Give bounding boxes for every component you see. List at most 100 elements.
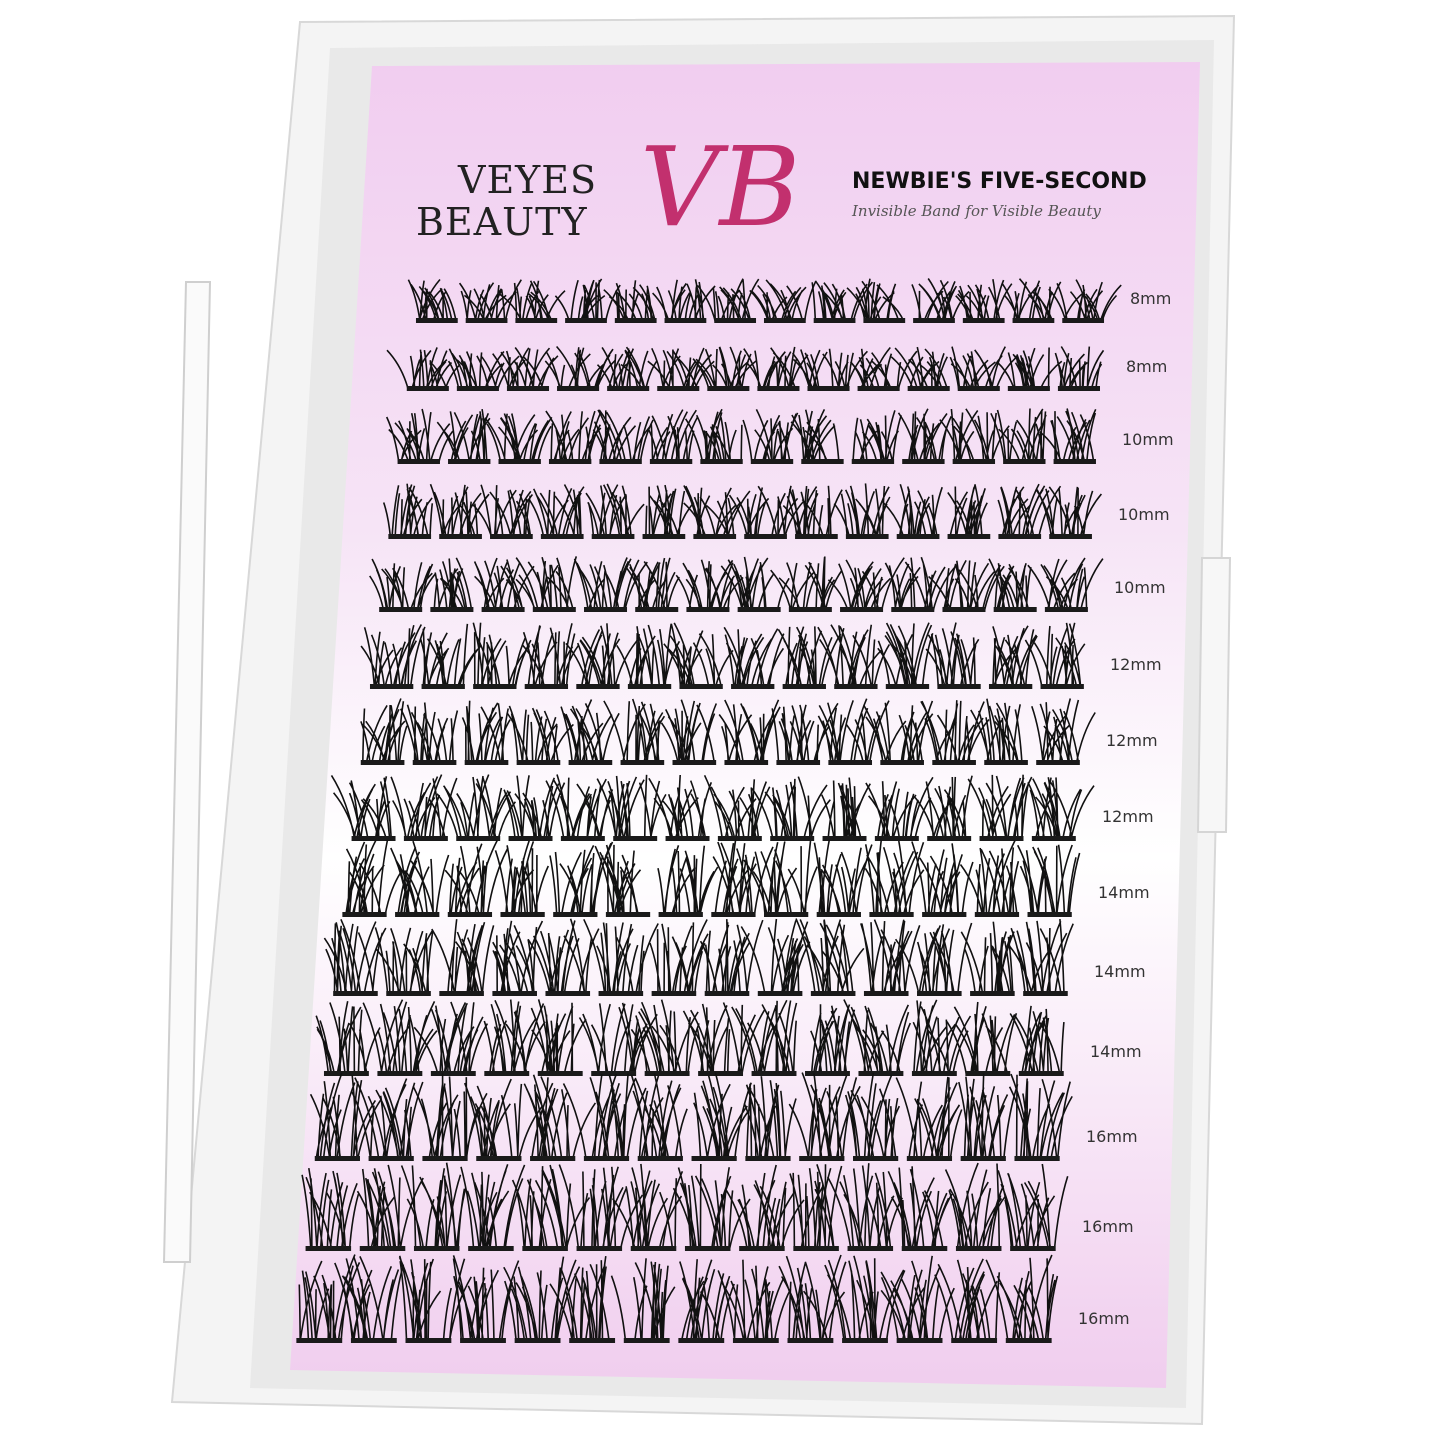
lash-band <box>698 1071 744 1076</box>
lash-strands <box>684 408 743 464</box>
lash-cluster <box>911 999 972 1076</box>
lash-band <box>757 991 803 996</box>
lash-cluster <box>947 484 991 539</box>
length-labels: 8mm 8mm 10mm 10mm 10mm 12mm 12mm 12mm 14mm 14mm 14… <box>1078 289 1174 1328</box>
lash-cluster <box>833 483 891 539</box>
lash-band <box>793 1246 839 1251</box>
lash-band <box>902 459 945 464</box>
lash-cluster <box>880 1255 955 1343</box>
lash-band <box>350 1338 397 1343</box>
lash-strands <box>400 1162 467 1251</box>
lash-band <box>351 836 396 841</box>
lash-strands <box>944 1162 1007 1251</box>
lash-cluster <box>749 279 817 323</box>
lash-cluster <box>503 775 566 841</box>
lash-band <box>397 459 440 464</box>
lash-cluster <box>360 698 408 765</box>
lash-strands <box>992 625 1038 689</box>
lash-strands <box>970 698 1023 765</box>
lash-strands <box>611 1163 684 1251</box>
lash-band <box>731 684 775 689</box>
lash-band <box>1044 607 1088 612</box>
lash-strands <box>988 558 1032 612</box>
lash-cluster <box>473 557 535 612</box>
lash-strands <box>820 777 871 841</box>
lash-strands <box>843 999 912 1076</box>
lash-strands <box>911 841 974 917</box>
lash-band <box>822 836 867 841</box>
lash-strands <box>374 927 434 996</box>
lash-cluster <box>743 1076 797 1161</box>
lash-cluster <box>558 1164 644 1251</box>
lash-cluster <box>1048 279 1122 323</box>
lash-strands <box>356 1164 424 1251</box>
lash-row <box>386 345 1105 391</box>
lash-row <box>342 839 1081 917</box>
lash-cluster <box>743 346 809 391</box>
lash-cluster <box>970 698 1028 765</box>
lash-band <box>813 318 856 323</box>
lash-strands <box>323 918 387 996</box>
lash-cluster <box>925 622 981 689</box>
lash-strands <box>545 774 614 841</box>
lash-strands <box>645 484 695 539</box>
lash-band <box>623 1338 670 1343</box>
lash-strands <box>558 1164 644 1251</box>
lash-strands <box>610 1258 676 1343</box>
lash-strands <box>472 622 532 689</box>
lash-band <box>1053 459 1096 464</box>
lash-cluster <box>827 1163 904 1251</box>
lash-strands <box>728 485 805 539</box>
lash-row <box>296 1254 1059 1343</box>
lash-band <box>691 1156 737 1161</box>
lash-band <box>717 836 762 841</box>
lash-band <box>974 912 1020 917</box>
lash-cluster <box>958 1073 1019 1161</box>
lash-band <box>942 607 986 612</box>
lash-band <box>1010 1246 1056 1251</box>
lash-cluster <box>429 483 490 539</box>
lash-strands <box>817 624 891 689</box>
lash-cluster <box>1027 777 1095 841</box>
lash-strands <box>997 1163 1069 1251</box>
lash-cluster <box>545 774 614 841</box>
lash-cluster <box>884 556 955 612</box>
lash-band <box>805 1071 850 1076</box>
lash-strands <box>846 278 905 323</box>
lash-band <box>979 836 1024 841</box>
lash-band <box>548 459 592 464</box>
length-label: 14mm <box>1090 1042 1142 1061</box>
lash-band <box>553 912 598 917</box>
length-label: 8mm <box>1130 289 1171 308</box>
lash-strands <box>592 409 654 464</box>
lash-strands <box>751 776 831 841</box>
lash-strands <box>887 1166 953 1251</box>
lash-cluster <box>610 1258 676 1343</box>
lash-band <box>403 836 448 841</box>
lash-strands <box>503 1256 581 1343</box>
lash-strands <box>360 624 426 689</box>
lash-cluster <box>894 922 973 996</box>
lash-strands <box>788 1072 861 1161</box>
lash-band <box>955 1246 1002 1251</box>
lash-cluster <box>652 279 716 323</box>
lash-strands <box>703 774 771 841</box>
lash-band <box>932 760 976 765</box>
lash-strands <box>833 483 891 539</box>
lash-band <box>620 760 665 765</box>
lash-band <box>960 1156 1006 1161</box>
lash-strands <box>672 1163 751 1251</box>
lash-cluster <box>400 1162 467 1251</box>
lash-band <box>627 684 672 689</box>
lash-cluster <box>603 280 657 323</box>
lash-cluster <box>770 556 843 612</box>
lash-row <box>360 698 1096 765</box>
lash-band <box>406 386 449 391</box>
lash-strands <box>436 774 517 841</box>
lash-cluster <box>960 921 1015 996</box>
lash-cluster <box>351 1077 424 1161</box>
lash-band <box>776 760 821 765</box>
lash-cluster <box>791 348 868 391</box>
lash-strands <box>880 1255 955 1343</box>
lash-band <box>788 607 832 612</box>
